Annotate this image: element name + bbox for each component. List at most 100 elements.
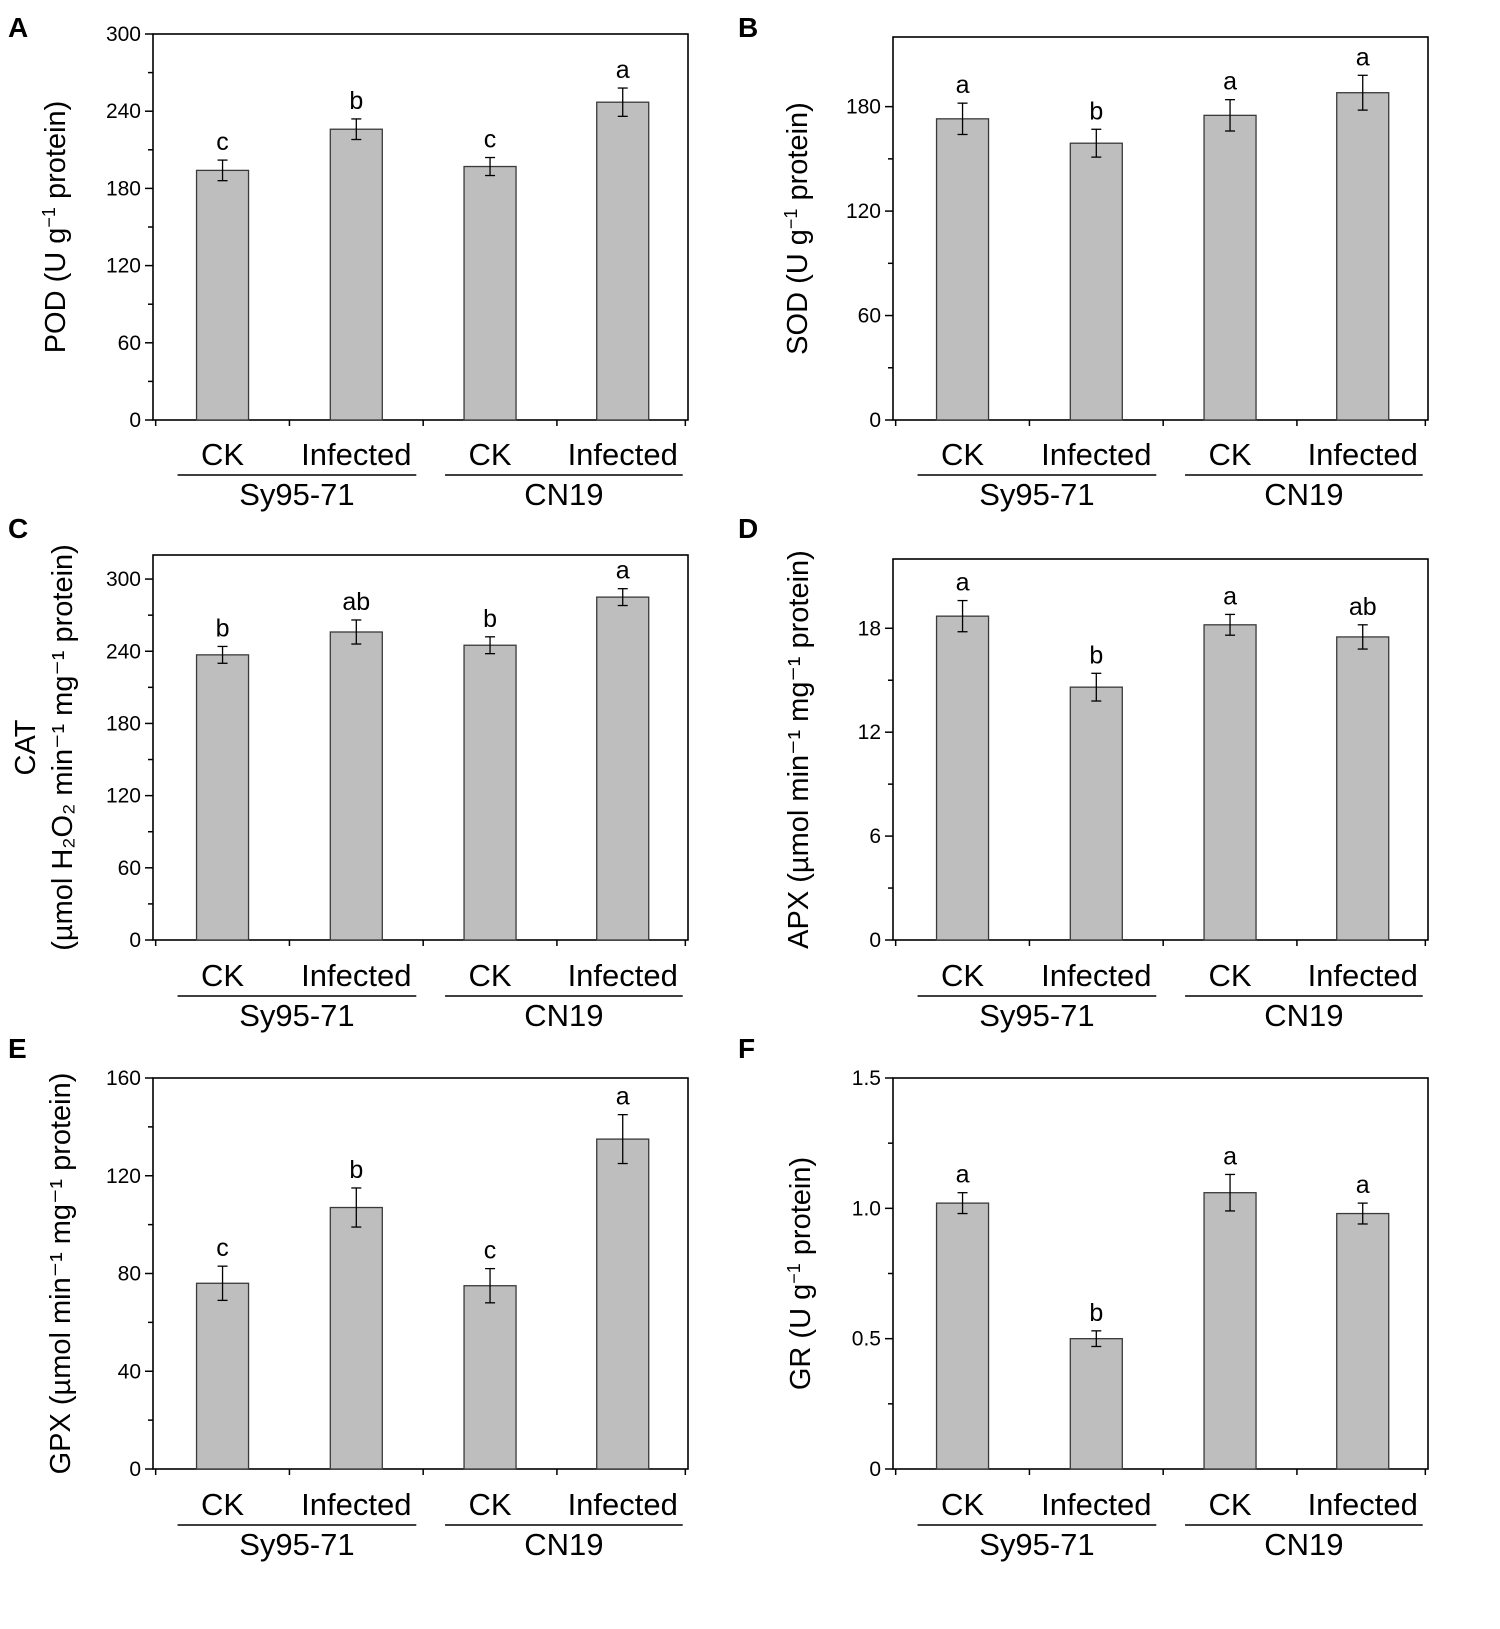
y-tick-label: 120	[106, 785, 141, 808]
significance-label: b	[1089, 641, 1103, 669]
category-label: CK	[201, 958, 244, 993]
bar	[596, 101, 650, 421]
group-label: Sy95-71	[239, 998, 354, 1033]
panel-letter: A	[8, 12, 28, 43]
bar	[463, 1285, 517, 1470]
bar	[329, 631, 383, 941]
bar	[1336, 636, 1390, 941]
bar	[1069, 686, 1123, 941]
bar	[195, 654, 250, 941]
panel-b: B 0 60 120 180 a CK b Infected a CK a Infected Sy95-7…	[738, 12, 1429, 512]
y-tick-label: 1.0	[852, 1197, 881, 1220]
bar	[463, 644, 517, 941]
panel-letter: D	[738, 513, 758, 544]
group-label: Sy95-71	[979, 998, 1094, 1033]
y-tick-label: 12	[858, 721, 881, 744]
panel-letter: B	[738, 12, 758, 43]
category-label: Infected	[1308, 437, 1418, 472]
significance-label: b	[1089, 1299, 1103, 1327]
y-axis-label-line1: CAT	[10, 719, 42, 775]
y-tick-label: 120	[106, 255, 141, 278]
category-label: Infected	[1308, 1487, 1418, 1522]
category-label: CK	[1209, 958, 1252, 993]
y-axis-label-main: GR (U g	[785, 1284, 817, 1390]
bar	[329, 1206, 383, 1470]
y-tick-label: 180	[846, 96, 881, 119]
y-tick-label: 300	[106, 568, 141, 591]
bar	[195, 169, 250, 421]
group-label: CN19	[524, 998, 603, 1033]
y-tick-label: 80	[118, 1263, 141, 1286]
category-label: Infected	[568, 958, 678, 993]
y-tick-label: 180	[106, 177, 141, 200]
category-label: CK	[469, 1487, 512, 1522]
category-label: Infected	[568, 1487, 678, 1522]
significance-label: c	[216, 1234, 229, 1262]
significance-label: a	[956, 71, 970, 99]
category-label: CK	[201, 437, 244, 472]
group-label: CN19	[1264, 1527, 1343, 1562]
y-tick-label: 18	[858, 617, 881, 640]
significance-label: a	[1223, 68, 1237, 96]
category-label: CK	[941, 1487, 984, 1522]
significance-label: b	[1089, 97, 1103, 125]
panel-e: E 0 40 80 120 160 c CK b Infected c CK a Infected Sy95…	[8, 1033, 689, 1562]
group-label: Sy95-71	[979, 477, 1094, 512]
panel-d: D 0 6 12 18 a CK b Infected a CK ab Infected Sy95-71 C…	[738, 513, 1429, 1033]
y-tick-label: 40	[118, 1360, 141, 1383]
significance-label: b	[349, 1156, 363, 1184]
y-axis-label: POD (U g−1 protein)	[39, 101, 72, 354]
panel-letter: E	[8, 1033, 27, 1064]
significance-label: a	[956, 1161, 970, 1189]
category-label: Infected	[301, 1487, 411, 1522]
category-label: CK	[469, 437, 512, 472]
group-label: CN19	[1264, 998, 1343, 1033]
y-axis-label-sup: −1	[784, 1263, 804, 1284]
plot-frame	[892, 36, 1429, 421]
bar	[935, 1202, 990, 1470]
bar	[1203, 114, 1257, 421]
group-label: CN19	[1264, 477, 1343, 512]
y-axis-label: GPX (µmol min⁻¹ mg⁻¹ protein)	[45, 1073, 77, 1475]
category-label: CK	[1209, 437, 1252, 472]
bar	[1203, 1192, 1257, 1470]
bar	[1336, 1212, 1390, 1470]
y-tick-label: 0	[869, 929, 881, 952]
bar	[1203, 624, 1257, 941]
bar	[596, 596, 650, 941]
y-tick-label: 0	[129, 929, 141, 952]
panel-c: C 0 60 120 180 240 300 b CK ab Infected b CK a Infecte…	[8, 513, 689, 1033]
y-axis-label-tail: protein)	[785, 1157, 817, 1263]
category-label: Infected	[1041, 1487, 1151, 1522]
y-tick-label: 60	[118, 332, 141, 355]
significance-label: a	[1356, 43, 1370, 71]
y-axis-label-main: SOD (U g	[782, 229, 814, 355]
category-label: Infected	[301, 437, 411, 472]
category-label: Infected	[301, 958, 411, 993]
category-label: CK	[1209, 1487, 1252, 1522]
bar	[935, 118, 990, 421]
y-tick-label: 180	[106, 712, 141, 735]
y-tick-label: 0.5	[852, 1328, 881, 1351]
category-label: Infected	[568, 437, 678, 472]
bar	[1069, 1338, 1123, 1470]
bar	[935, 615, 990, 941]
panel-a: A 0 60 120 180 240 300 c CK b Infected c CK a Infected…	[8, 12, 689, 512]
y-axis-label-main: POD (U g	[40, 228, 72, 354]
significance-label: b	[349, 87, 363, 115]
category-label: CK	[201, 1487, 244, 1522]
category-label: CK	[941, 437, 984, 472]
y-axis-label-line2: (µmol H₂O₂ min⁻¹ mg⁻¹ protein)	[47, 544, 79, 951]
category-label: CK	[469, 958, 512, 993]
y-axis-label: APX (µmol min⁻¹ mg⁻¹ protein)	[783, 550, 815, 949]
bar	[1336, 92, 1390, 421]
y-tick-label: 240	[106, 640, 141, 663]
bar	[329, 128, 383, 421]
significance-label: c	[484, 1237, 497, 1265]
plot-frame	[892, 558, 1429, 941]
y-tick-label: 0	[129, 409, 141, 432]
group-label: Sy95-71	[979, 1527, 1094, 1562]
group-label: CN19	[524, 477, 603, 512]
group-label: Sy95-71	[239, 477, 354, 512]
